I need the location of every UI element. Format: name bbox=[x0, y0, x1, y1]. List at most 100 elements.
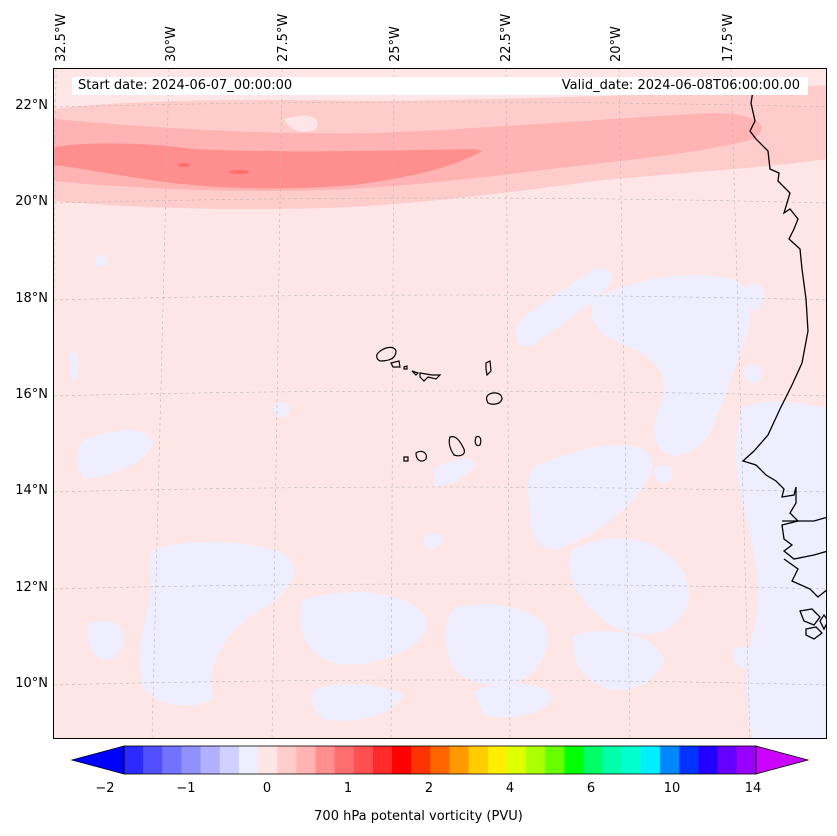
colorbar-segment bbox=[334, 746, 355, 774]
meridian-17-5w bbox=[730, 69, 751, 738]
colorbar-segment bbox=[507, 746, 527, 774]
colorbar-segment bbox=[641, 746, 661, 774]
colorbar-tick-label: 4 bbox=[505, 781, 515, 796]
pv-band-core bbox=[54, 143, 482, 189]
island-sao-vicente bbox=[390, 360, 401, 368]
colorbar-segment bbox=[430, 746, 451, 774]
island-santo-antao bbox=[376, 346, 397, 362]
colorbar-segment bbox=[583, 746, 604, 774]
colorbar-segment bbox=[238, 746, 259, 774]
colorbar-tick-label: 0 bbox=[262, 781, 272, 796]
pv-core-spot-1 bbox=[178, 163, 190, 167]
colorbar-tick-label: 10 bbox=[663, 781, 681, 796]
colorbar-segment bbox=[564, 746, 585, 774]
negative-patch bbox=[139, 541, 295, 706]
meridian-30w bbox=[151, 69, 170, 738]
colorbar-segment bbox=[353, 746, 374, 774]
colorbar-segments bbox=[124, 746, 757, 774]
colorbar-segment bbox=[258, 746, 278, 774]
lat-label-14n: 14°N bbox=[15, 483, 48, 498]
island-sal bbox=[485, 360, 492, 377]
colorbar-min-extension bbox=[70, 745, 125, 775]
lon-label-22-5w: 22.5°W bbox=[499, 13, 514, 62]
lon-label-32-5w: 32.5°W bbox=[54, 13, 69, 62]
colorbar-segment bbox=[621, 746, 642, 774]
negative-patch bbox=[568, 538, 689, 635]
colorbar-segment bbox=[277, 746, 297, 774]
island-maio bbox=[474, 435, 482, 447]
parallel-18n bbox=[54, 294, 826, 301]
cape-verde-islands bbox=[376, 346, 503, 462]
island-santa-luzia bbox=[403, 365, 408, 370]
colorbar-segment bbox=[736, 746, 757, 774]
colorbar-tick-label: 2 bbox=[424, 781, 434, 796]
island-fogo bbox=[415, 450, 427, 462]
negative-patch bbox=[474, 683, 554, 718]
colorbar-label: 700 hPa potental vorticity (PVU) bbox=[314, 809, 523, 824]
colorbar-segment bbox=[200, 746, 221, 774]
negative-patch bbox=[515, 268, 613, 347]
colorbar-segment bbox=[602, 746, 623, 774]
colorbar-segment bbox=[392, 746, 412, 774]
lon-label-17-5w: 17.5°W bbox=[721, 13, 736, 62]
negative-patch bbox=[744, 364, 763, 384]
lat-label-18n: 18°N bbox=[15, 291, 48, 306]
colorbar-segment bbox=[487, 746, 508, 774]
colorbar-segment bbox=[296, 746, 317, 774]
negative-patch bbox=[423, 533, 443, 550]
negative-patch bbox=[744, 283, 765, 311]
lon-label-25w: 25°W bbox=[388, 26, 403, 62]
negative-patch bbox=[300, 592, 427, 665]
negative-patch bbox=[654, 464, 673, 484]
colorbar-segment bbox=[526, 746, 546, 774]
negative-patch bbox=[528, 445, 653, 550]
negative-patch bbox=[69, 350, 79, 382]
pv-white-patch bbox=[284, 115, 318, 132]
lon-label-30w: 30°W bbox=[164, 26, 179, 62]
parallel-10n bbox=[54, 679, 826, 686]
colorbar-tick-label: −2 bbox=[95, 781, 115, 796]
colorbar-tick-label: 1 bbox=[343, 781, 353, 796]
lon-label-20w: 20°W bbox=[609, 26, 624, 62]
lat-label-22n: 22°N bbox=[15, 98, 48, 113]
map-panel bbox=[53, 68, 827, 739]
meridian-27-5w bbox=[271, 69, 283, 738]
colorbar-segment bbox=[449, 746, 470, 774]
colorbar-segment bbox=[143, 746, 163, 774]
island-sao-nicolau bbox=[411, 370, 420, 376]
negative-patch bbox=[736, 401, 826, 738]
bissagos-islands bbox=[799, 608, 821, 626]
island-small-2 bbox=[819, 613, 826, 631]
negative-patch bbox=[592, 275, 751, 456]
graticule bbox=[54, 69, 826, 738]
negative-pv-patches bbox=[69, 254, 826, 738]
colorbar-segment bbox=[315, 746, 336, 774]
colorbar-max-extension bbox=[755, 745, 810, 775]
colorbar-segment bbox=[181, 746, 202, 774]
africa-coastline bbox=[741, 84, 826, 560]
colorbar-segment bbox=[545, 746, 565, 774]
meridian-20w bbox=[618, 69, 631, 738]
map-canvas bbox=[54, 69, 826, 738]
negative-patch bbox=[273, 402, 291, 418]
lat-label-10n: 10°N bbox=[15, 676, 48, 691]
negative-patch bbox=[311, 684, 404, 721]
colorbar-segment bbox=[124, 746, 144, 774]
valid-date-text: Valid_date: 2024-06-08T06:00:00.00 bbox=[561, 78, 800, 93]
colorbar-segment bbox=[411, 746, 431, 774]
negative-patch bbox=[78, 430, 154, 479]
colorbar-outline bbox=[123, 745, 757, 775]
colorbar-tick-label: −1 bbox=[176, 781, 196, 796]
gambia-outline bbox=[782, 516, 826, 522]
colorbar-segment bbox=[372, 746, 393, 774]
parallel-16n bbox=[54, 390, 826, 397]
parallel-20n bbox=[54, 197, 826, 204]
colorbar-segment bbox=[468, 746, 489, 774]
negative-patch bbox=[434, 458, 476, 486]
date-info-bar: Start date: 2024-06-07_00:00:00 Valid_da… bbox=[72, 77, 808, 95]
meridian-25w bbox=[390, 69, 395, 738]
negative-patch bbox=[446, 604, 548, 685]
colorbar-segment bbox=[219, 746, 240, 774]
colorbar-tick-label: 14 bbox=[744, 781, 762, 796]
lat-label-16n: 16°N bbox=[15, 387, 48, 402]
